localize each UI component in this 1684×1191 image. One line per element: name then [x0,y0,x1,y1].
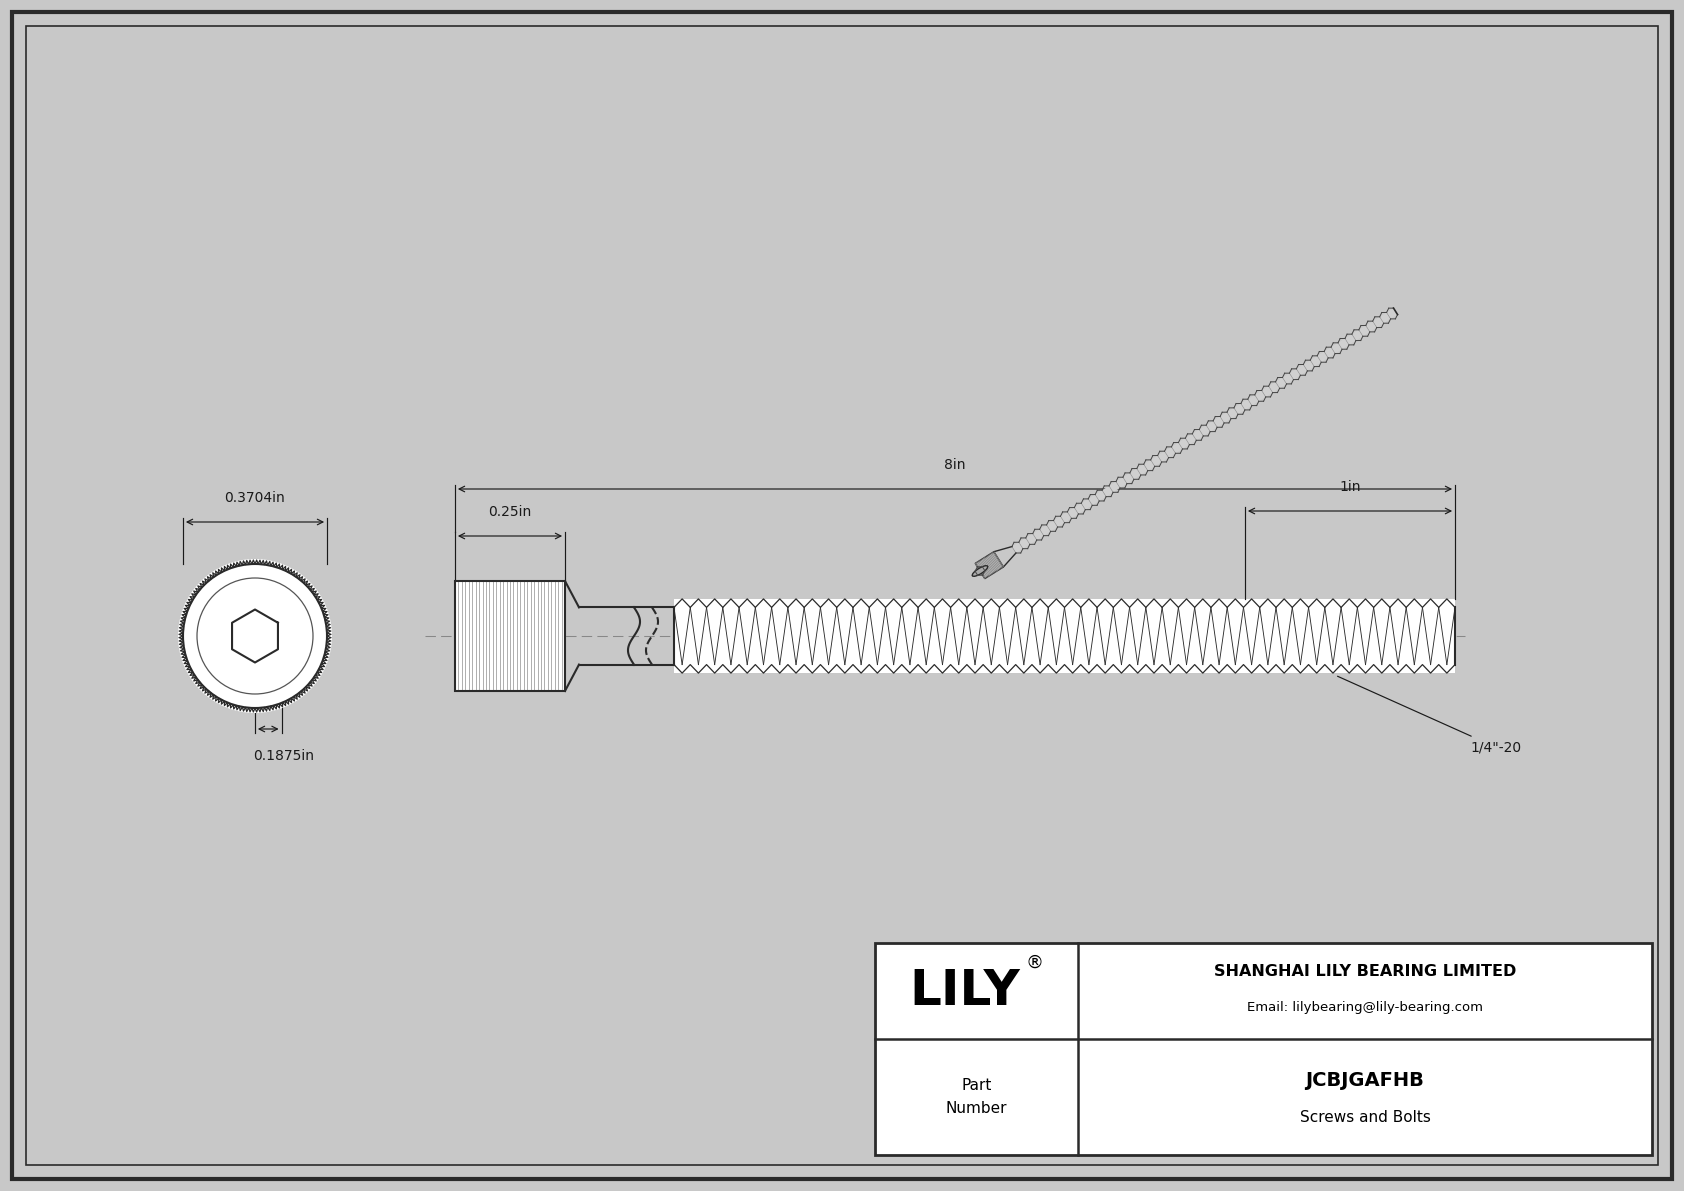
Polygon shape [975,551,1004,579]
Text: ®: ® [1026,954,1044,972]
Bar [674,599,1455,673]
Text: LILY: LILY [909,967,1021,1015]
Text: 0.25in: 0.25in [488,505,532,519]
Ellipse shape [972,566,989,576]
Circle shape [179,559,332,713]
Bar [876,943,1652,1155]
Text: 1in: 1in [1339,480,1361,494]
Text: JCBJGAFHB: JCBJGAFHB [1305,1072,1425,1091]
Bar [455,581,566,691]
Text: SHANGHAI LILY BEARING LIMITED: SHANGHAI LILY BEARING LIMITED [1214,965,1516,979]
Bar [455,581,566,691]
Text: Part
Number: Part Number [946,1078,1007,1116]
Text: Email: lilybearing@lily-bearing.com: Email: lilybearing@lily-bearing.com [1246,1002,1484,1015]
Text: 1/4"-20: 1/4"-20 [1337,676,1521,754]
Text: 8in: 8in [945,459,965,472]
Text: Screws and Bolts: Screws and Bolts [1300,1110,1430,1125]
Polygon shape [1012,308,1398,553]
Text: 0.1875in: 0.1875in [253,749,313,763]
Text: 0.3704in: 0.3704in [224,491,285,505]
